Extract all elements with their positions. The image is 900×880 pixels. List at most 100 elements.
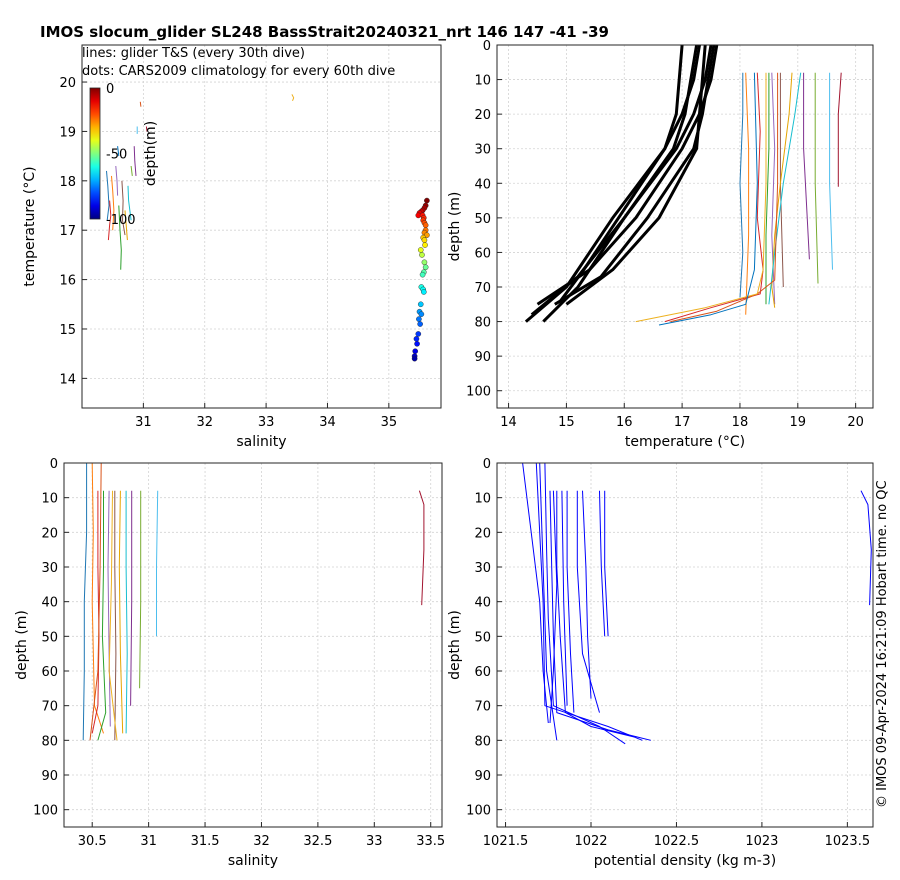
glider-salinity-profile xyxy=(125,490,128,734)
climatology-dot xyxy=(417,321,423,327)
y-tick-label: 50 xyxy=(41,630,58,645)
y-tick-label: 100 xyxy=(33,804,58,819)
credit-text: © IMOS 09-Apr-2024 16:21:09 Hobart time.… xyxy=(875,480,890,808)
climatology-temperature-profile xyxy=(554,45,716,306)
glider-salinity-profile xyxy=(156,490,159,637)
y-axis-label: depth (m) xyxy=(14,610,30,680)
x-tick-label: 19 xyxy=(790,415,807,430)
glider-ts-line xyxy=(117,146,120,157)
y-tick-label: 60 xyxy=(474,246,491,261)
x-tick-label: 31 xyxy=(135,415,152,430)
y-tick-label: 90 xyxy=(474,769,491,784)
y-tick-label: 90 xyxy=(41,769,58,784)
climatology-dot xyxy=(417,247,424,253)
glider-ts-line xyxy=(127,185,132,221)
y-tick-label: 60 xyxy=(41,665,58,680)
x-axis-label: salinity xyxy=(228,853,278,869)
glider-temperature-profile xyxy=(765,72,770,305)
climatology-dot xyxy=(411,355,418,362)
glider-ts-line xyxy=(111,175,115,231)
glider-ts-line xyxy=(106,170,110,221)
glider-temperature-profile xyxy=(635,72,767,323)
glider-salinity-profile xyxy=(139,490,142,689)
y-tick-label: 0 xyxy=(50,457,58,472)
glider-salinity-profile xyxy=(82,463,88,741)
colorbar-tick-label: -50 xyxy=(106,148,127,163)
climatology-dot xyxy=(415,331,422,337)
y-tick-label: 40 xyxy=(41,596,58,611)
y-tick-label: 16 xyxy=(59,274,76,289)
x-tick-label: 33 xyxy=(366,834,383,849)
glider-temperature-profile xyxy=(837,72,842,187)
chart-panel-sal: 30.5 31 31.5 32 32.5 33 33.5 0 10 20 30 40 50 60 70 80 9… xyxy=(14,457,445,869)
x-tick-label: 31 xyxy=(140,834,157,849)
glider-salinity-profile xyxy=(91,463,104,734)
climatology-dot xyxy=(422,264,429,271)
glider-ts-line xyxy=(124,210,128,241)
glider-salinity-profile xyxy=(97,490,107,741)
y-tick-label: 80 xyxy=(41,734,58,749)
climatology-dot xyxy=(422,242,428,248)
density-profile xyxy=(549,490,651,741)
glider-temperature-profile xyxy=(803,72,810,260)
y-tick-label: 40 xyxy=(474,177,491,192)
x-axis-label: potential density (kg m-3) xyxy=(594,853,776,869)
y-tick-label: 19 xyxy=(59,125,76,140)
climatology-dot xyxy=(413,336,420,342)
y-axis-label: depth (m) xyxy=(447,192,463,262)
y-tick-label: 20 xyxy=(59,76,76,91)
chart-panel-ts: 31 32 33 34 35 14 15 16 17 18 19 20 lines: glider T&… xyxy=(22,44,442,450)
climatology-dot xyxy=(418,311,425,317)
climatology-dot xyxy=(422,222,429,229)
y-tick-label: 15 xyxy=(59,323,76,338)
y-tick-label: 60 xyxy=(474,665,491,680)
y-tick-label: 70 xyxy=(474,700,491,715)
climatology-dot xyxy=(421,259,428,266)
x-tick-label: 16 xyxy=(616,415,633,430)
colorbar xyxy=(89,87,101,220)
density-profile xyxy=(582,490,592,699)
glider-temperature-profile xyxy=(658,72,758,326)
climatology-dot xyxy=(421,237,428,243)
density-profile xyxy=(860,490,872,606)
plot-area xyxy=(524,45,842,326)
axes-frame xyxy=(63,462,443,828)
density-profile xyxy=(599,490,606,637)
climatology-dot xyxy=(424,197,430,204)
glider-ts-line xyxy=(115,165,119,196)
x-axis-label: temperature (°C) xyxy=(625,434,745,450)
x-tick-label: 34 xyxy=(319,415,336,430)
y-tick-label: 80 xyxy=(474,734,491,749)
x-tick-label: 1022 xyxy=(574,834,607,849)
figure-title: IMOS slocum_glider SL248 BassStrait20240… xyxy=(40,23,609,41)
x-tick-label: 33 xyxy=(258,415,275,430)
glider-temperature-profile xyxy=(829,72,833,270)
x-tick-label: 32.5 xyxy=(303,834,332,849)
annotation-text: dots: CARS2009 climatology for every 60t… xyxy=(82,64,395,79)
glider-salinity-profile xyxy=(118,490,124,734)
y-tick-label: 50 xyxy=(474,212,491,227)
glider-ts-line xyxy=(107,200,112,241)
climatology-dot xyxy=(417,301,424,308)
y-tick-label: 80 xyxy=(474,316,491,331)
glider-salinity-profile xyxy=(107,490,111,727)
density-profile xyxy=(604,490,609,637)
plot-area xyxy=(82,463,425,741)
x-tick-label: 18 xyxy=(732,415,749,430)
y-tick-label: 20 xyxy=(474,108,491,123)
x-tick-label: 1022.5 xyxy=(654,834,700,849)
x-tick-label: 32 xyxy=(253,834,270,849)
glider-temperature-profile xyxy=(745,72,750,315)
density-profile xyxy=(539,463,558,741)
y-tick-label: 20 xyxy=(474,526,491,541)
glider-temperature-profile xyxy=(768,72,802,305)
density-profile xyxy=(549,490,558,724)
y-tick-label: 18 xyxy=(59,175,76,190)
glider-ts-line xyxy=(145,126,148,132)
x-tick-label: 15 xyxy=(558,415,575,430)
annotation-text: lines: glider T&S (every 30th dive) xyxy=(82,46,305,61)
plot-area xyxy=(522,463,872,745)
y-tick-label: 30 xyxy=(41,561,58,576)
glider-salinity-profile xyxy=(418,490,425,606)
